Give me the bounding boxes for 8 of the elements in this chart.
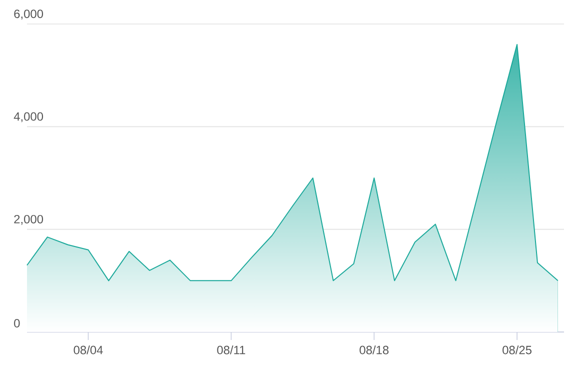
y-tick-label: 0 [14, 319, 20, 328]
x-tick-label: 08/18 [360, 345, 389, 354]
y-tick-label: 6,000 [14, 10, 44, 20]
x-tick-label: 08/25 [502, 345, 532, 354]
x-tick-label: 08/11 [217, 345, 246, 354]
x-tick-label: 08/04 [74, 345, 103, 354]
y-tick-label: 4,000 [14, 112, 44, 122]
y-tick-label: 2,000 [14, 214, 44, 225]
